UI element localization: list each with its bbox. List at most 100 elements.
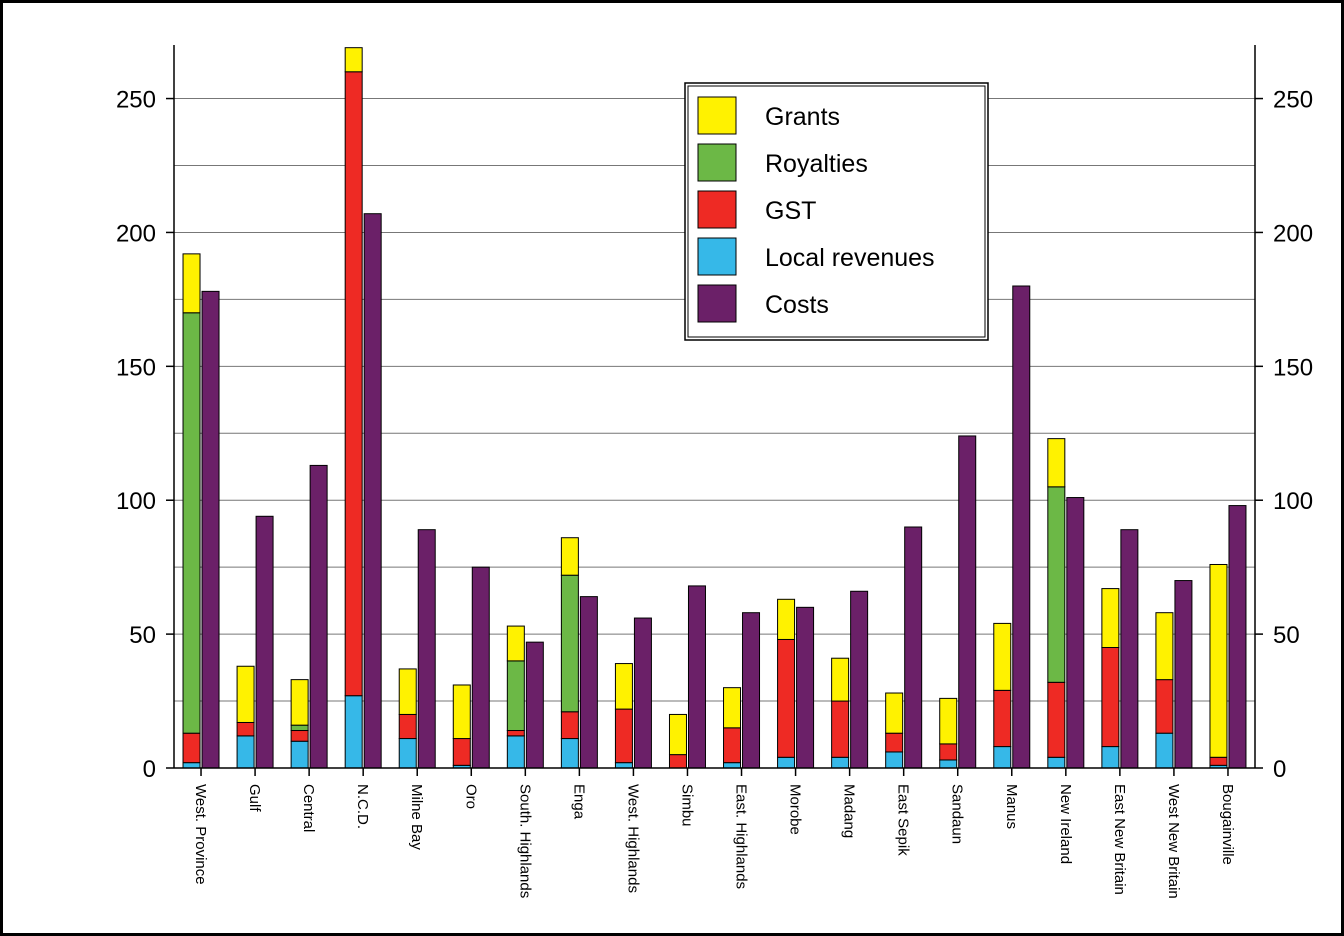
- bar-local-revenues: [723, 762, 742, 769]
- legend-swatch-costs: [697, 284, 737, 323]
- bar-gst: [1155, 679, 1174, 734]
- bar-grants: [668, 713, 687, 756]
- bar-local-revenues: [939, 759, 958, 769]
- legend-swatch-grants: [697, 96, 737, 135]
- category-label: Madang: [841, 784, 858, 838]
- bar-costs: [687, 585, 706, 769]
- bar-costs: [1174, 580, 1193, 769]
- bar-costs: [958, 435, 977, 769]
- bar-grants: [723, 687, 742, 729]
- bar-costs: [1012, 285, 1031, 769]
- category-label: New Ireland: [1057, 784, 1074, 864]
- bar-costs: [201, 290, 220, 769]
- bar-gst: [668, 754, 687, 769]
- bar-local-revenues: [1155, 732, 1174, 769]
- bar-local-revenues: [398, 738, 417, 769]
- bar-local-revenues: [1047, 756, 1066, 769]
- bar-grants: [1047, 438, 1066, 488]
- bar-gst: [236, 721, 255, 737]
- bar-costs: [633, 617, 652, 769]
- legend-inner-frame: [687, 85, 986, 338]
- bar-local-revenues: [236, 735, 255, 769]
- legend-label: Local revenues: [765, 244, 935, 272]
- bar-costs: [742, 612, 761, 769]
- legend-label: GST: [765, 197, 816, 225]
- bar-costs: [1228, 505, 1247, 769]
- bar-gst: [560, 711, 579, 740]
- category-label: Simbu: [678, 784, 695, 827]
- category-label: East New Britain: [1111, 784, 1128, 895]
- y-tick-label-right: 50: [1273, 622, 1300, 649]
- category-label: Sandaun: [949, 784, 966, 844]
- category-label: Morobe: [787, 784, 804, 835]
- bar-local-revenues: [290, 740, 309, 769]
- y-tick-label-left: 250: [116, 87, 156, 114]
- bar-costs: [796, 606, 815, 769]
- y-tick-label-right: 250: [1273, 87, 1313, 114]
- bar-gst: [993, 689, 1012, 748]
- y-tick-label-right: 150: [1273, 354, 1313, 381]
- category-label: Central: [300, 784, 317, 832]
- bar-grants: [344, 47, 363, 73]
- bar-costs: [1066, 497, 1085, 769]
- bar-gst: [777, 638, 796, 758]
- y-tick-label-left: 0: [143, 756, 156, 783]
- y-axis-left-ticks: 0 50 100 150 200 250: [116, 87, 174, 783]
- bar-local-revenues: [506, 735, 525, 769]
- legend: Grants Royalties GST Local revenues Costs: [684, 82, 989, 341]
- bar-costs: [417, 529, 436, 769]
- bar-gst: [723, 727, 742, 764]
- bar-local-revenues: [560, 738, 579, 769]
- legend-label: Costs: [765, 291, 829, 319]
- y-tick-label-left: 150: [116, 354, 156, 381]
- bar-local-revenues: [182, 762, 201, 769]
- y-tick-label-left: 50: [129, 622, 156, 649]
- bar-grants: [290, 679, 309, 726]
- y-tick-label-right: 200: [1273, 220, 1313, 247]
- bar-gst: [831, 700, 850, 758]
- bar-grants: [1209, 563, 1228, 758]
- category-label: South. Highlands: [516, 784, 533, 898]
- bar-costs: [850, 590, 869, 769]
- bar-royalties: [290, 724, 309, 732]
- y-tick-label-right: 0: [1273, 756, 1286, 783]
- category-label: West. Highlands: [624, 784, 641, 893]
- category-label: N.C.D.: [354, 784, 371, 829]
- bar-gst: [614, 708, 633, 764]
- y-axis-right-ticks: 0 50 100 150 200 250: [1255, 87, 1313, 783]
- bar-gst: [939, 743, 958, 761]
- bar-gst: [398, 713, 417, 740]
- bar-gst: [344, 71, 363, 697]
- bar-grants: [236, 665, 255, 723]
- bar-grants: [1101, 588, 1120, 648]
- bar-gst: [452, 738, 471, 766]
- bar-grants: [182, 253, 201, 314]
- bar-grants: [506, 625, 525, 662]
- category-label: Enga: [570, 784, 587, 820]
- bar-local-revenues: [344, 695, 363, 769]
- bar-costs: [255, 515, 274, 769]
- bar-grants: [993, 622, 1012, 691]
- bar-gst: [1047, 681, 1066, 758]
- bar-royalties: [182, 312, 201, 734]
- y-tick-label-left: 200: [116, 220, 156, 247]
- bar-royalties: [1047, 486, 1066, 683]
- bar-local-revenues: [614, 762, 633, 769]
- bar-costs: [904, 526, 923, 769]
- bar-local-revenues: [831, 756, 850, 769]
- category-label: West New Britain: [1165, 784, 1182, 899]
- bar-costs: [471, 566, 490, 769]
- bar-gst: [290, 730, 309, 742]
- category-label: East Sepik: [895, 784, 912, 856]
- y-tick-label-right: 100: [1273, 488, 1313, 515]
- bar-gst: [1101, 647, 1120, 748]
- bar-grants: [1155, 612, 1174, 681]
- bar-grants: [885, 692, 904, 734]
- bar-royalties: [506, 660, 525, 732]
- legend-label: Grants: [765, 103, 840, 131]
- category-label: Oro: [462, 784, 479, 809]
- bar-grants: [560, 537, 579, 576]
- bar-local-revenues: [993, 746, 1012, 769]
- legend-swatch-royalties: [697, 143, 737, 182]
